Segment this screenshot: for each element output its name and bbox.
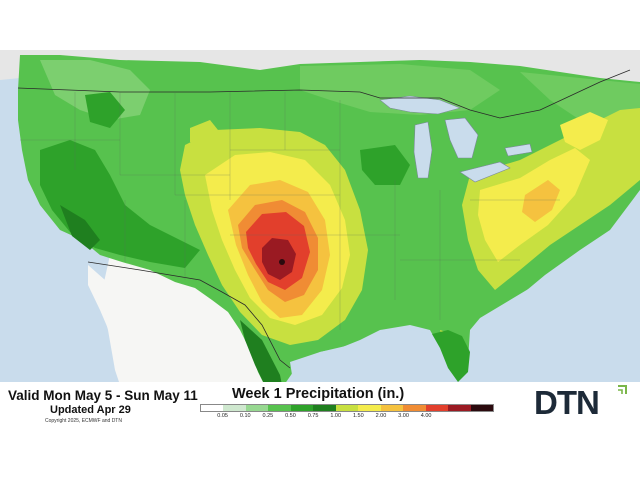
precip-dark-green-great-lakes: [360, 145, 410, 185]
legend-label: 0.10: [239, 413, 251, 419]
legend-swatch: [223, 405, 246, 411]
lake-erie: [459, 161, 511, 183]
logo-text: DTN: [534, 384, 600, 421]
legend-swatch: [380, 405, 404, 411]
lake-michigan: [413, 121, 433, 179]
precip-darkred-core: [262, 238, 296, 280]
legend-swatch: [448, 405, 471, 411]
updated-date: Updated Apr 29: [50, 404, 131, 416]
legend-label: 1.00: [330, 413, 342, 419]
legend-swatch: [313, 405, 336, 411]
precip-max-point: [279, 259, 285, 265]
legend-swatch: [425, 405, 449, 411]
state-borders: [20, 92, 560, 330]
precip-orange-east: [522, 180, 560, 222]
legend-label: 0.50: [285, 413, 296, 419]
dtn-logo: DTN: [534, 384, 634, 421]
legend-swatch: [470, 405, 494, 411]
valid-dates: Valid Mon May 5 - Sun May 11: [8, 388, 198, 403]
legend-colorbar: [200, 404, 494, 412]
precip-yellow-ne: [560, 112, 608, 150]
legend-swatch: [290, 405, 314, 411]
lake-ontario: [504, 143, 533, 157]
atlantic-cut: [470, 190, 640, 426]
copyright: Copyright 2025, ECMWF and DTN: [45, 418, 122, 424]
map-footer: Valid Mon May 5 - Sun May 11 Updated Apr…: [0, 382, 640, 426]
legend-label: 1.50: [352, 413, 364, 419]
legend-swatch: [268, 405, 291, 411]
legend-swatch: [201, 405, 224, 411]
lake-superior: [379, 95, 461, 115]
legend-label: 4.00: [420, 413, 432, 419]
legend-label: 0.05: [217, 413, 228, 419]
precip-dark-green-sw: [60, 205, 100, 250]
lake-huron: [444, 117, 479, 159]
legend-label: 2.00: [375, 413, 387, 419]
map-title: Week 1 Precipitation (in.): [232, 386, 405, 402]
precip-dark-green-nw-spot: [85, 92, 125, 128]
dtn-logo-icon: [618, 385, 627, 394]
canada-us-border: [17, 69, 631, 119]
precip-yellowgreen-nw-spot: [190, 120, 222, 148]
precipitation-map: [0, 50, 640, 426]
legend-label: 3.00: [398, 413, 409, 419]
legend-swatch: [335, 405, 359, 411]
legend-label: 0.25: [262, 413, 274, 419]
precip-light-green-nw: [40, 60, 150, 120]
legend-label: 0.75: [307, 413, 319, 419]
legend-labels: 0.05 0.10 0.25 0.50 0.75 1.00 1.50 2.00 3.00 4.00: [200, 413, 494, 422]
us-mexico-border: [87, 261, 291, 369]
legend-swatch: [245, 405, 269, 411]
precip-legend: 0.05 0.10 0.25 0.50 0.75 1.00 1.50 2.00 3.00 4.00: [200, 404, 494, 422]
baja-peninsula: [88, 265, 140, 378]
legend-swatch: [403, 405, 426, 411]
legend-swatch: [358, 405, 381, 411]
precip-dark-green-texas-south: [240, 320, 285, 400]
florida: [432, 330, 470, 382]
